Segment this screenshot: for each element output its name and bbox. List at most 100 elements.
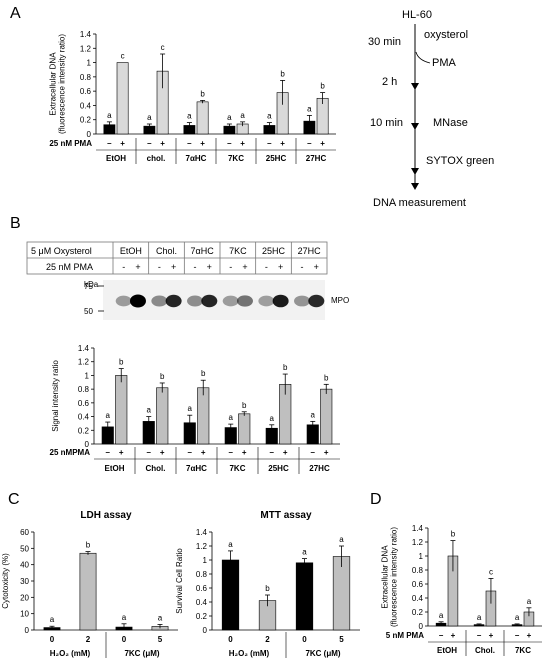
- group-label: H₂O₂ (mM): [229, 649, 270, 658]
- y-tick-label: 1.2: [78, 358, 90, 367]
- significance-letter: b: [200, 89, 205, 98]
- significance-letter: a: [107, 111, 112, 120]
- mpo-band: [308, 294, 325, 308]
- group-label: 7KC (μM): [305, 649, 340, 658]
- blot-pma-sign: +: [242, 262, 247, 272]
- blot-pma-sign: +: [171, 262, 176, 272]
- treatment-label: 25 nM PMA: [49, 139, 92, 148]
- bar: [238, 413, 251, 445]
- significance-letter: b: [320, 82, 325, 91]
- flow-step1-time: 30 min: [368, 36, 401, 48]
- y-tick-label: 0.6: [78, 399, 90, 408]
- flow-diagram: HL-60 30 min oxysterol PMA 2 h 10 min MN…: [368, 9, 494, 209]
- mpo-band: [258, 295, 275, 307]
- y-axis-label: Extracellular DNA(fluorescence intensity…: [381, 527, 399, 627]
- flow-end: DNA measurement: [373, 197, 466, 209]
- significance-letter: a: [106, 411, 111, 420]
- y-tick-label: 0.2: [412, 608, 424, 617]
- significance-letter: b: [160, 372, 165, 381]
- y-tick-label: 1.2: [80, 44, 92, 53]
- y-tick-label: 1: [203, 556, 208, 565]
- significance-letter: a: [187, 112, 192, 121]
- mpo-band: [129, 294, 146, 308]
- chart-title: LDH assay: [80, 510, 132, 521]
- category-label: 27HC: [309, 464, 330, 473]
- pma-sign: +: [240, 139, 245, 148]
- pma-sign: –: [147, 139, 152, 148]
- significance-letter: b: [283, 363, 288, 372]
- dose-label: 2: [265, 635, 270, 644]
- y-axis-label: Survival Cell Ratio: [175, 548, 184, 614]
- significance-letter: a: [240, 111, 245, 120]
- pma-sign: –: [267, 139, 272, 148]
- flow-step2-time: 2 h: [382, 76, 397, 88]
- panel-label-d: D: [370, 491, 382, 508]
- pma-sign: –: [307, 139, 312, 148]
- category-label: EtOH: [437, 646, 457, 655]
- y-tick-label: 0.6: [412, 580, 424, 589]
- significance-letter: a: [267, 112, 272, 121]
- treatment-label: 5 nM PMA: [386, 631, 424, 640]
- bar: [79, 552, 97, 631]
- blot-group-label: 7KC: [229, 246, 247, 256]
- bar: [115, 375, 128, 445]
- significance-letter: c: [121, 52, 125, 61]
- blot-group-label: EtOH: [120, 246, 142, 256]
- y-tick-label: 1: [419, 552, 424, 561]
- significance-letter: b: [201, 369, 206, 378]
- y-axis-label: Signal intensity ratio: [51, 360, 60, 432]
- category-label: 25HC: [266, 154, 287, 163]
- pma-sign: +: [324, 448, 329, 457]
- mpo-band-label: MPO: [331, 296, 349, 305]
- y-tick-label: 0: [419, 622, 424, 631]
- significance-letter: a: [339, 535, 344, 544]
- significance-letter: a: [302, 548, 307, 557]
- blot-pma-sign: -: [229, 262, 232, 272]
- dose-label: 5: [339, 635, 344, 644]
- significance-letter: a: [122, 613, 127, 622]
- flow-step1: oxysterol: [424, 29, 468, 41]
- category-label: chol.: [147, 154, 166, 163]
- y-tick-label: 0: [25, 626, 30, 635]
- y-tick-label: 0.4: [80, 101, 92, 110]
- y-tick-label: 30: [20, 577, 29, 586]
- dose-label: 0: [228, 635, 233, 644]
- dose-label: 0: [122, 635, 127, 644]
- flow-pma-connector: [415, 51, 431, 64]
- pma-sign: –: [187, 139, 192, 148]
- pma-sign: +: [280, 139, 285, 148]
- pma-sign: +: [201, 448, 206, 457]
- blot-group-label: 7αHC: [191, 246, 215, 256]
- significance-letter: c: [489, 567, 493, 576]
- y-tick-label: 1.2: [196, 542, 208, 551]
- y-tick-label: 1.4: [80, 30, 92, 39]
- bar: [295, 562, 314, 631]
- significance-letter: a: [50, 615, 55, 624]
- blot-pma-sign: +: [135, 262, 140, 272]
- significance-letter: a: [227, 113, 232, 122]
- dose-label: 0: [50, 635, 55, 644]
- significance-letter: a: [147, 406, 152, 415]
- panel-label-b: B: [10, 215, 21, 232]
- y-axis-label: Cytotoxicity (%): [1, 553, 10, 609]
- treatment-label: 25 nMPMA: [50, 448, 91, 457]
- flow-step4: SYTOX green: [426, 155, 494, 167]
- blot-pma-sign: -: [301, 262, 304, 272]
- bar: [221, 559, 240, 631]
- category-label: 27HC: [306, 154, 327, 163]
- pma-sign: –: [515, 631, 520, 640]
- mpo-band: [272, 294, 289, 308]
- flow-arrowhead-1: [411, 83, 419, 90]
- chart-a: 0 0.2 0.4 0.6 0.8 1 1.2 1.4 Extracellular DNA(fl…: [49, 30, 336, 164]
- significance-letter: b: [324, 373, 329, 382]
- significance-letter: b: [265, 584, 270, 593]
- significance-letter: a: [229, 413, 234, 422]
- pma-sign: +: [160, 448, 165, 457]
- y-tick-label: 0.2: [80, 116, 92, 125]
- y-tick-label: 1.4: [196, 528, 208, 537]
- flow-arrowhead-3: [411, 168, 419, 175]
- y-tick-label: 0.8: [78, 385, 90, 394]
- panel-label-a: A: [10, 5, 21, 22]
- chart-b: 0 0.2 0.4 0.6 0.8 1 1.2 1.4 Signal intensity rat…: [50, 344, 340, 474]
